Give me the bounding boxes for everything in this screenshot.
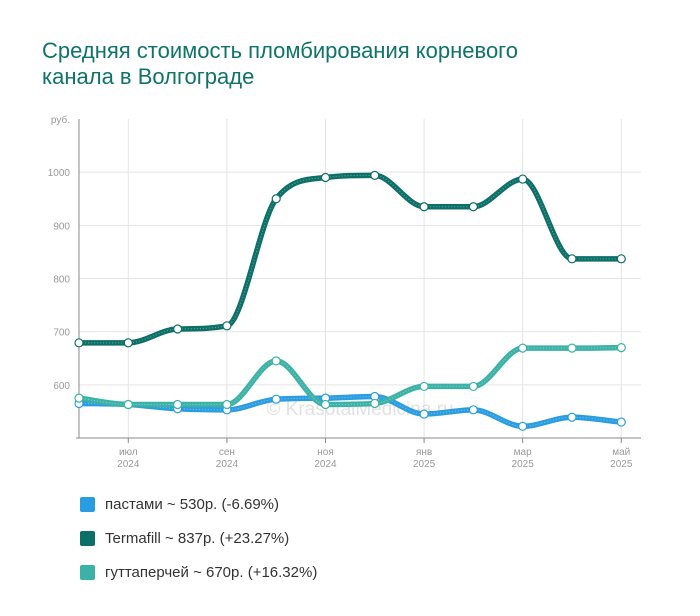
x-tick-label-year: 2025 (610, 459, 633, 470)
data-point (222, 399, 232, 410)
x-tick-label-month: сен (219, 447, 235, 458)
data-point (518, 343, 528, 353)
x-tick-label-month: май (612, 447, 630, 458)
series-line-texture (79, 174, 622, 344)
x-tick-label-month: июл (119, 447, 138, 458)
data-point (567, 343, 577, 353)
data-point (616, 417, 626, 427)
x-tick-label-month: ноя (317, 447, 334, 458)
x-tick-label-year: 2025 (512, 459, 535, 470)
data-point (616, 343, 626, 353)
legend-item-gutta-percha[interactable]: гуттаперчей ~ 670р. (+16.32%) (80, 555, 317, 589)
data-point (419, 409, 429, 419)
data-point (419, 202, 429, 212)
line-chart: 6007008009001000руб.июл2024сен2024ноя202… (48, 114, 641, 470)
legend-label: пастами ~ 530р. (-6.69%) (105, 495, 280, 513)
watermark: © KrasotaiMedicina.ru (266, 399, 453, 420)
data-point (567, 254, 577, 264)
data-point (370, 398, 380, 409)
data-point (271, 194, 281, 204)
data-point (74, 338, 84, 348)
data-point (271, 356, 281, 366)
y-tick-label: 1000 (48, 168, 71, 179)
legend-item-termafill[interactable]: Termafill ~ 837р. (+23.27%) (80, 521, 317, 555)
data-point (518, 174, 528, 184)
data-point (567, 412, 577, 422)
x-tick-label-year: 2024 (117, 459, 140, 470)
x-tick-label-month: янв (416, 447, 432, 458)
legend-label: гуттаперчей ~ 670р. (+16.32%) (105, 563, 318, 581)
data-point (419, 381, 429, 392)
data-point (271, 394, 281, 404)
chart-title: Средняя стоимость пломбирования корневог… (42, 38, 662, 90)
legend-swatch (80, 530, 95, 546)
x-tick-label-month: мар (514, 447, 532, 458)
data-point (172, 324, 183, 334)
legend-item-pastes[interactable]: пастами ~ 530р. (-6.69%) (80, 487, 317, 521)
data-point (222, 321, 232, 331)
y-tick-label: 700 (53, 328, 70, 339)
chart-title-line-1: Средняя стоимость пломбирования корневог… (42, 38, 518, 63)
y-tick-label: 600 (53, 381, 70, 392)
data-point (370, 170, 380, 180)
data-point (468, 202, 478, 212)
data-point (123, 399, 133, 410)
legend-label: Termafill ~ 837р. (+23.27%) (105, 529, 290, 547)
y-tick-label: 900 (53, 221, 70, 232)
data-point (172, 399, 183, 410)
data-point (518, 421, 528, 431)
data-point (616, 254, 626, 264)
data-point (320, 172, 331, 183)
data-point (468, 381, 478, 392)
legend-swatch (80, 564, 95, 580)
x-tick-label-year: 2024 (314, 459, 337, 470)
y-axis-label: руб. (51, 114, 70, 126)
data-point (320, 399, 331, 410)
x-tick-label-year: 2024 (216, 459, 239, 470)
data-point (74, 393, 84, 403)
legend-swatch (80, 496, 95, 512)
y-tick-label: 800 (53, 275, 70, 286)
legend: пастами ~ 530р. (-6.69%) Termafill ~ 837… (80, 487, 317, 589)
data-point (468, 405, 478, 415)
x-tick-label-year: 2025 (413, 459, 436, 470)
data-point (123, 338, 133, 348)
chart-title-line-2: канала в Волгограде (42, 64, 255, 89)
